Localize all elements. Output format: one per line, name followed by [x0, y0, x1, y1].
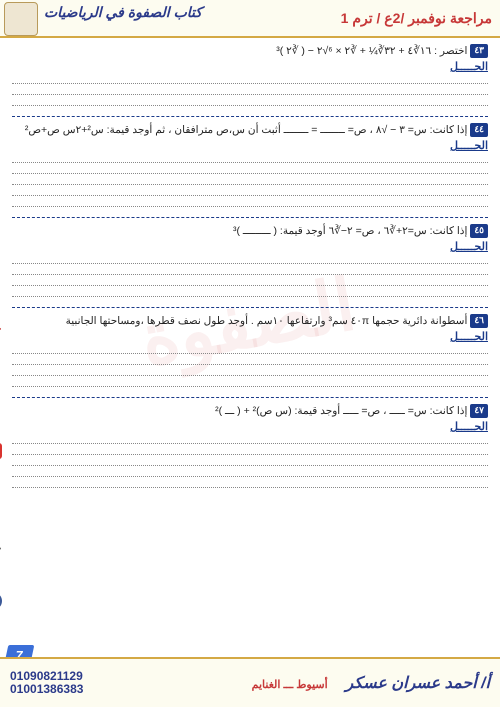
facebook-icon[interactable]: f — [0, 593, 2, 609]
q-text: ٤٤ إذا كانت: س= ٣ − √٨ ، ص= ــــــــ = ـ… — [12, 123, 488, 139]
question-45: ٤٥ إذا كانت: س=٢+∛٦ ، ص= ٢−∛٦ أوجد قيمة:… — [12, 224, 488, 297]
answer-line — [12, 162, 488, 163]
footer-phones: 01090821129 01001386383 — [10, 670, 83, 696]
solution-label: الحـــــل — [12, 139, 488, 152]
solution-label: الحـــــل — [12, 420, 488, 433]
review-title: مراجعة نوفمبر /2ع / ترم 1 — [341, 10, 492, 27]
answer-line — [12, 206, 488, 207]
separator — [12, 116, 488, 117]
answer-line — [12, 263, 488, 264]
q-num: ٤٦ — [470, 314, 488, 328]
answer-line — [12, 195, 488, 196]
answer-line — [12, 454, 488, 455]
solution-label: الحـــــل — [12, 60, 488, 73]
answer-line — [12, 465, 488, 466]
question-46: ٤٦ أسطوانة دائرية حجمها ٤٠π سم³ وارتفاعه… — [12, 314, 488, 387]
answer-line — [12, 173, 488, 174]
separator — [12, 217, 488, 218]
answer-line — [12, 364, 488, 365]
q-num: ٤٧ — [470, 404, 488, 418]
page-footer: أ/ أحمد عسران عسكر أسيوط ـــ الغنايم 010… — [0, 657, 500, 707]
question-44: ٤٤ إذا كانت: س= ٣ − √٨ ، ص= ــــــــ = ـ… — [12, 123, 488, 207]
q-num: ٤٣ — [470, 44, 488, 58]
answer-line — [12, 274, 488, 275]
side-tab-author: أحمد عسران عسكر — [0, 468, 2, 558]
side-tab-online: الصفوة حصص رياضيات أونلاين — [0, 298, 2, 428]
solution-label: الحـــــل — [12, 330, 488, 343]
answer-line — [12, 386, 488, 387]
answer-line — [12, 296, 488, 297]
answer-line — [12, 83, 488, 84]
q-text: ٤٧ إذا كانت: س= ـــــ ، ص= ـــــ أوجد قي… — [12, 404, 488, 420]
separator — [12, 307, 488, 308]
youtube-icon[interactable]: ▶ — [0, 443, 2, 459]
answer-line — [12, 476, 488, 477]
phone-2: 01001386383 — [10, 683, 83, 696]
solution-label: الحـــــل — [12, 240, 488, 253]
answer-line — [12, 353, 488, 354]
q-text: ٤٦ أسطوانة دائرية حجمها ٤٠π سم³ وارتفاعه… — [12, 314, 488, 330]
content-area: ٤٣ اختصر : ١٦∛٤ + ٣٢∛¼ + ∛٢ × ⁶√٢ − ( ∛٢… — [0, 38, 500, 656]
logo-icon — [4, 2, 38, 36]
question-47: ٤٧ إذا كانت: س= ـــــ ، ص= ـــــ أوجد قي… — [12, 404, 488, 488]
answer-line — [12, 184, 488, 185]
answer-line — [12, 443, 488, 444]
q-num: ٤٥ — [470, 224, 488, 238]
location: أسيوط ـــ الغنايم — [252, 679, 328, 691]
answer-line — [12, 105, 488, 106]
answer-line — [12, 487, 488, 488]
answer-line — [12, 375, 488, 376]
book-title: كتاب الصفوة في الرياضيات — [44, 4, 202, 21]
page-header: مراجعة نوفمبر /2ع / ترم 1 كتاب الصفوة في… — [0, 0, 500, 38]
q-text: ٤٥ إذا كانت: س=٢+∛٦ ، ص= ٢−∛٦ أوجد قيمة:… — [12, 224, 488, 240]
footer-right: أ/ أحمد عسران عسكر أسيوط ـــ الغنايم — [252, 673, 490, 693]
author-name: أ/ أحمد عسران عسكر — [345, 675, 490, 692]
q-num: ٤٤ — [470, 123, 488, 137]
answer-line — [12, 94, 488, 95]
question-43: ٤٣ اختصر : ١٦∛٤ + ٣٢∛¼ + ∛٢ × ⁶√٢ − ( ∛٢… — [12, 44, 488, 106]
q-text: ٤٣ اختصر : ١٦∛٤ + ٣٢∛¼ + ∛٢ × ⁶√٢ − ( ∛٢… — [12, 44, 488, 60]
answer-line — [12, 285, 488, 286]
separator — [12, 397, 488, 398]
